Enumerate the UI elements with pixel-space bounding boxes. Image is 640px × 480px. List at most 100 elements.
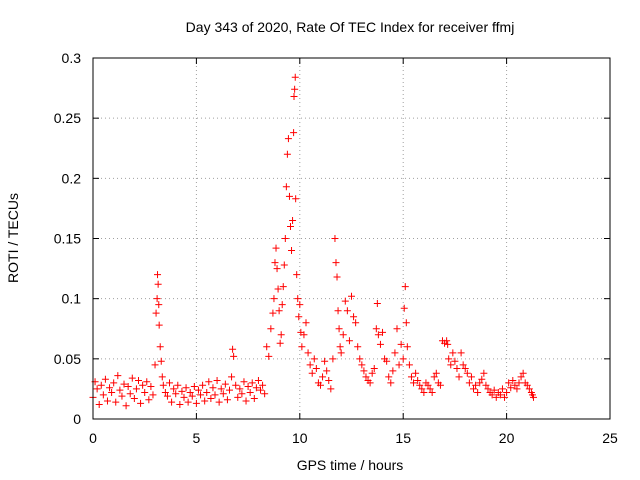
data-point	[267, 325, 275, 333]
y-tick-label: 0.25	[54, 110, 81, 126]
data-point	[449, 349, 457, 357]
data-point	[112, 398, 120, 406]
data-point	[240, 378, 248, 386]
data-point	[424, 381, 432, 389]
data-point	[358, 361, 366, 369]
data-point	[391, 349, 399, 357]
data-point	[467, 373, 475, 381]
data-point	[170, 385, 178, 393]
data-point	[372, 325, 380, 333]
data-point	[488, 391, 496, 399]
data-point	[291, 85, 299, 93]
data-point	[154, 280, 162, 288]
data-point	[329, 355, 337, 363]
data-point	[192, 399, 200, 407]
data-point	[395, 361, 403, 369]
data-point	[259, 381, 267, 389]
data-point	[207, 395, 215, 403]
x-tick-label: 10	[292, 430, 308, 446]
data-point	[276, 339, 284, 347]
data-point	[190, 383, 198, 391]
data-point	[410, 379, 418, 387]
data-point	[110, 379, 118, 387]
data-point	[228, 373, 236, 381]
data-point	[154, 271, 162, 279]
data-point	[295, 313, 303, 321]
data-point	[163, 392, 171, 400]
data-point	[209, 384, 217, 392]
data-point	[229, 345, 237, 353]
data-point	[143, 378, 151, 386]
data-point	[172, 390, 180, 398]
data-point	[225, 386, 233, 394]
data-point	[496, 391, 504, 399]
data-point	[168, 398, 176, 406]
data-point	[335, 325, 343, 333]
data-point	[529, 393, 537, 401]
data-point	[126, 390, 134, 398]
data-point	[334, 307, 342, 315]
data-point	[373, 299, 381, 307]
data-point	[288, 247, 296, 255]
data-point	[470, 385, 478, 393]
data-point	[403, 343, 411, 351]
data-point	[325, 376, 333, 384]
data-point	[323, 367, 331, 375]
data-point	[513, 385, 521, 393]
data-point	[203, 389, 211, 397]
data-point	[283, 150, 291, 158]
data-point	[219, 390, 227, 398]
data-point	[476, 379, 484, 387]
data-point	[525, 385, 533, 393]
data-point	[232, 381, 240, 389]
data-point	[271, 259, 279, 267]
data-point	[412, 369, 420, 377]
data-point	[147, 383, 155, 391]
data-point	[128, 374, 136, 382]
data-point	[223, 396, 231, 404]
data-point	[242, 397, 250, 405]
data-point	[416, 381, 424, 389]
data-point	[451, 357, 459, 365]
data-point	[507, 384, 515, 392]
data-point	[482, 381, 490, 389]
data-point	[321, 357, 329, 365]
data-point	[447, 361, 455, 369]
data-point	[418, 385, 426, 393]
data-point	[250, 395, 258, 403]
data-point	[319, 373, 327, 381]
data-point	[445, 355, 453, 363]
data-point	[368, 369, 376, 377]
data-point	[278, 301, 286, 309]
data-point	[509, 376, 517, 384]
data-point	[387, 379, 395, 387]
data-point	[374, 331, 382, 339]
data-point	[341, 297, 349, 305]
data-point	[360, 367, 368, 375]
data-point	[184, 398, 192, 406]
data-point	[130, 395, 138, 403]
data-point	[432, 369, 440, 377]
x-tick-label: 5	[193, 430, 201, 446]
data-point	[286, 222, 294, 230]
data-point	[97, 381, 105, 389]
data-point	[159, 381, 167, 389]
data-point	[272, 244, 280, 252]
y-tick-label: 0.1	[62, 291, 82, 307]
data-point	[430, 373, 438, 381]
data-point	[397, 340, 405, 348]
data-point	[145, 396, 153, 404]
data-point	[269, 309, 277, 317]
data-point	[274, 285, 282, 293]
data-point	[108, 389, 116, 397]
x-axis-label: GPS time / hours	[297, 457, 404, 473]
data-point	[99, 391, 107, 399]
data-point	[352, 319, 360, 327]
data-point	[405, 361, 413, 369]
chart-title: Day 343 of 2020, Rate Of TEC Index for r…	[186, 19, 515, 35]
data-point	[366, 379, 374, 387]
data-point	[153, 295, 161, 303]
data-point	[134, 376, 142, 384]
data-point	[213, 376, 221, 384]
